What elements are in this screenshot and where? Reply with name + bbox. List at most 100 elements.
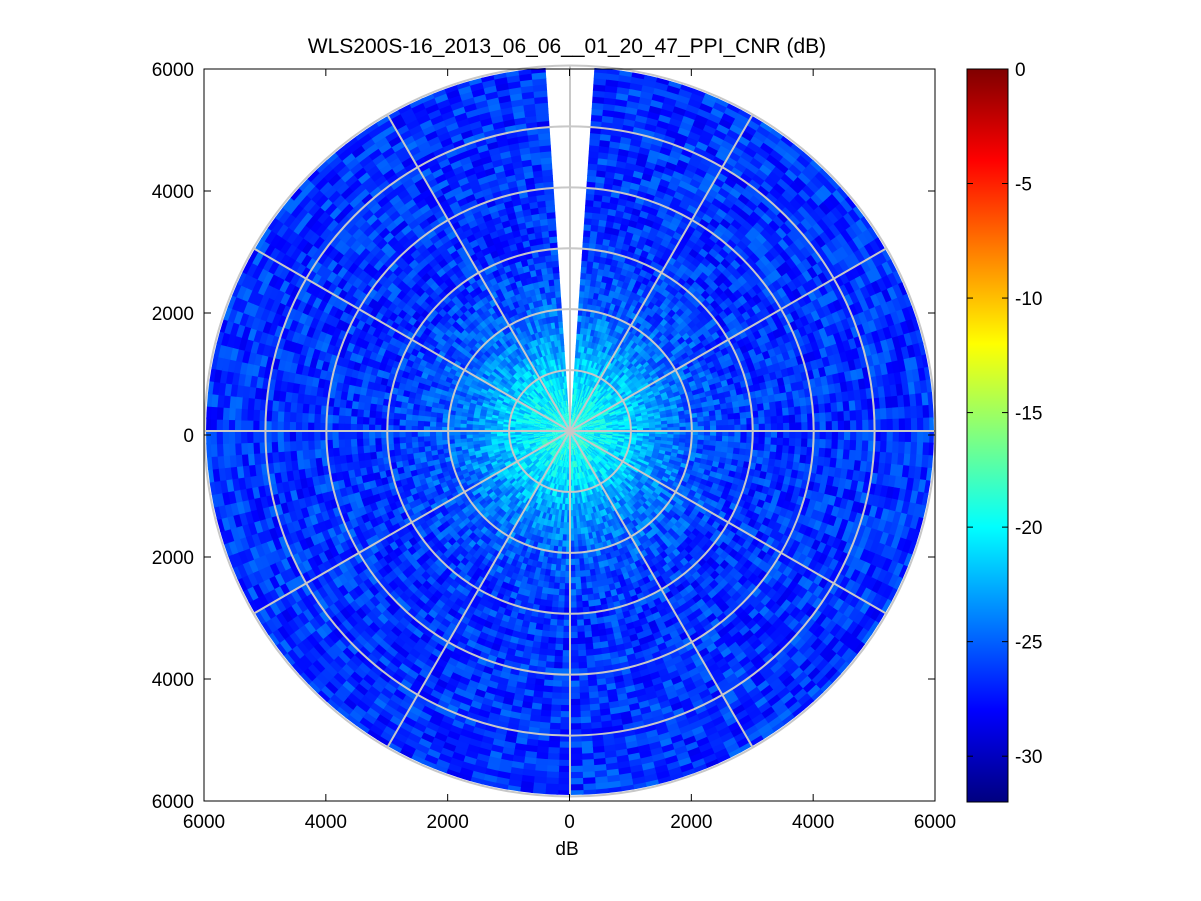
data-cell [572, 412, 576, 420]
data-cell [556, 439, 562, 446]
data-cell [586, 437, 594, 441]
data-cell [555, 418, 561, 424]
data-cell [550, 450, 556, 457]
data-cell [572, 436, 575, 444]
data-cell [563, 454, 566, 462]
data-cell [576, 431, 583, 434]
data-cell [589, 444, 596, 450]
data-cell [571, 418, 575, 426]
data-cell [557, 426, 565, 430]
data-cell [563, 448, 566, 456]
data-cell [592, 419, 600, 423]
data-cell [571, 436, 574, 444]
data-cell [581, 433, 589, 437]
data-cell [575, 426, 583, 430]
data-cell [575, 432, 583, 435]
data-cell [565, 418, 569, 426]
data-cell [555, 418, 561, 424]
data-cell [573, 406, 576, 414]
data-cell [593, 435, 601, 438]
data-cell [581, 411, 587, 418]
data-cell [566, 418, 569, 426]
data-cell [584, 416, 591, 421]
data-cell [562, 454, 565, 462]
data-cell [574, 421, 580, 427]
data-cell [581, 434, 589, 437]
data-cell [547, 438, 554, 443]
data-cell [550, 414, 557, 420]
data-cell [565, 436, 569, 444]
data-cell [593, 423, 601, 426]
data-cell [557, 453, 561, 460]
data-cell [575, 433, 583, 436]
data-cell [555, 452, 560, 459]
data-cell [558, 327, 564, 335]
data-cell [574, 442, 578, 449]
data-cell [577, 401, 581, 409]
data-cell [557, 426, 565, 429]
data-cell [576, 447, 581, 455]
data-cell [551, 425, 559, 428]
data-cell [582, 404, 588, 411]
data-cell [593, 424, 601, 427]
data-cell [583, 442, 590, 448]
data-cell [572, 442, 576, 450]
data-cell [560, 339, 565, 347]
data-cell [545, 433, 553, 436]
data-cell [587, 425, 595, 428]
data-cell [588, 410, 595, 417]
data-cell [590, 443, 597, 449]
data-cell [571, 436, 574, 444]
data-cell [581, 427, 589, 430]
data-cell [587, 424, 595, 428]
data-cell [560, 407, 564, 415]
data-cell [571, 418, 574, 426]
data-cell [552, 423, 559, 427]
data-cell [546, 420, 554, 425]
data-cell [573, 435, 579, 442]
data-cell [592, 438, 600, 442]
data-cell [581, 434, 588, 438]
data-cell [567, 418, 570, 425]
data-cell [571, 442, 574, 450]
data-cell [564, 406, 567, 414]
data-cell [545, 424, 553, 427]
data-cell [586, 448, 592, 455]
data-cell [577, 408, 582, 415]
data-cell [572, 412, 575, 420]
data-cell [589, 445, 596, 451]
data-cell [547, 420, 554, 424]
data-cell [594, 431, 602, 434]
data-cell [580, 410, 585, 417]
data-cell [587, 435, 595, 438]
data-cell [557, 416, 563, 422]
data-cell [549, 449, 556, 456]
data-cell [552, 451, 558, 458]
data-cell [561, 435, 566, 441]
data-cell [579, 438, 585, 444]
data-cell [578, 417, 585, 423]
data-cell [566, 412, 568, 420]
data-cell [561, 421, 567, 427]
data-cell [547, 447, 554, 454]
data-cell [593, 434, 601, 437]
data-cell [574, 406, 578, 414]
data-cell [587, 426, 595, 429]
data-cell [551, 427, 559, 429]
data-cell [552, 443, 558, 449]
data-cell [571, 449, 574, 456]
data-cell [591, 440, 599, 445]
data-cell [561, 454, 565, 462]
data-cell [580, 445, 586, 452]
data-cell [562, 406, 566, 414]
data-cell [566, 449, 569, 456]
data-cell [571, 443, 573, 450]
data-cell [563, 413, 567, 420]
data-cell [582, 428, 589, 431]
data-cell [586, 420, 594, 425]
data-cell [539, 435, 547, 438]
data-cell [575, 432, 583, 435]
data-cell [566, 406, 569, 413]
data-cell [573, 448, 576, 456]
data-cell [574, 435, 579, 441]
